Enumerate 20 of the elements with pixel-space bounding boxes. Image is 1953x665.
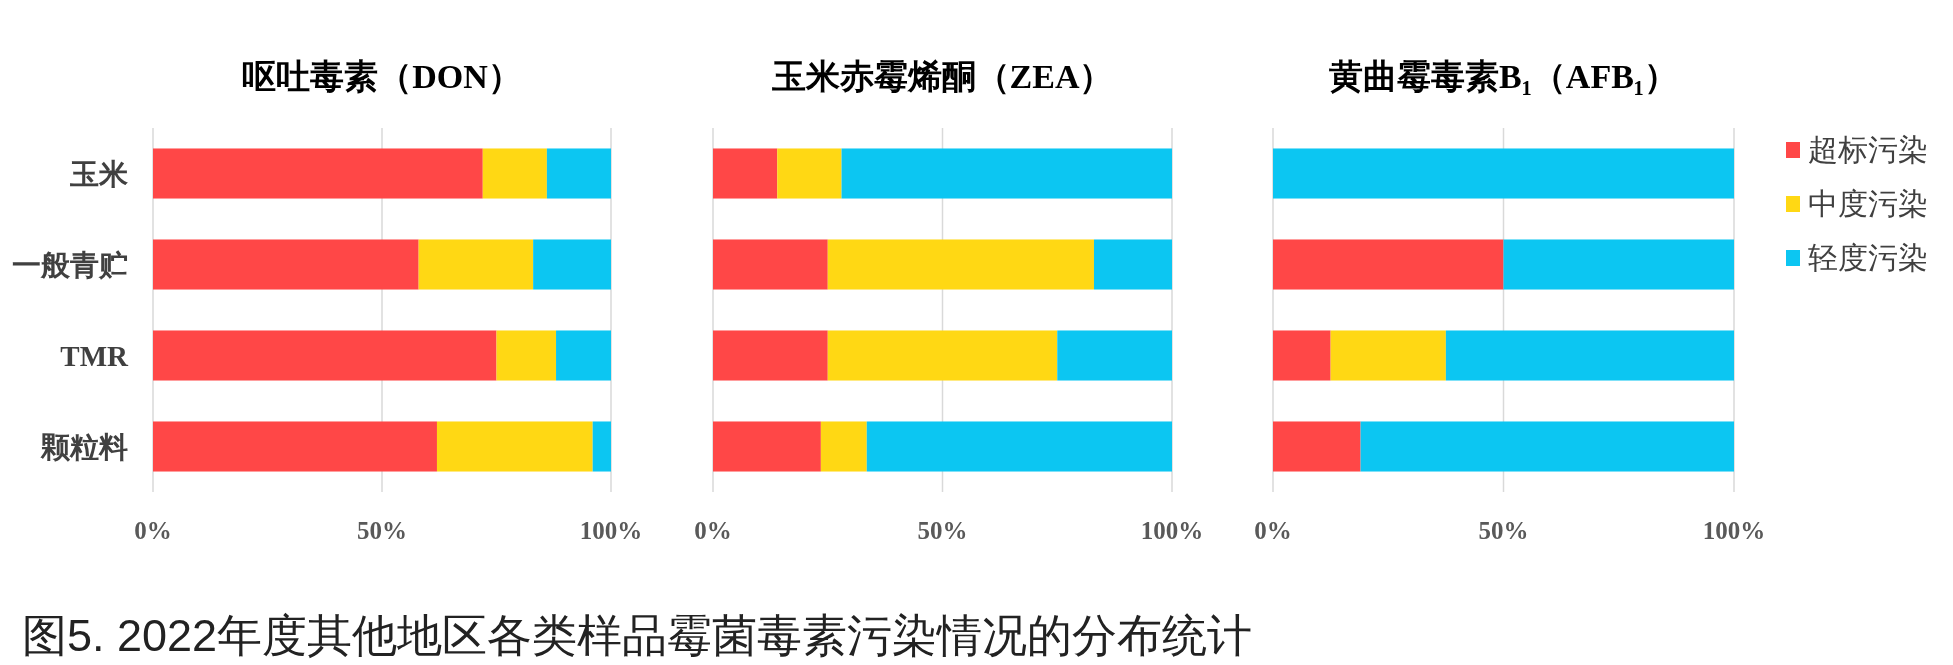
x-tick-label: 0% (694, 517, 732, 544)
x-tick-label: 50% (917, 517, 968, 544)
chart-title: 呕吐毒素（DON） (242, 58, 522, 95)
y-tick-label: TMR (60, 339, 130, 372)
y-tick-label: 颗粒料 (40, 430, 128, 463)
x-tick-label: 0% (1254, 517, 1292, 544)
y-tick-label: 一般青贮 (12, 248, 128, 281)
y-tick-label: 玉米 (69, 157, 128, 190)
legend-label: 超标污染 (1808, 133, 1928, 166)
caption: 图5. 2022年度其他地区各类样品霉菌毒素污染情况的分布统计 (22, 610, 1253, 661)
legend-label: 中度污染 (1808, 187, 1928, 220)
chart-title: 玉米赤霉烯酮（ZEA） (770, 58, 1114, 95)
legend-label: 轻度污染 (1808, 241, 1928, 274)
x-tick-label: 50% (357, 517, 407, 544)
x-tick-label: 0% (134, 517, 172, 544)
x-tick-label: 50% (1478, 517, 1529, 544)
x-tick-label: 100% (579, 517, 643, 544)
chart-title: 黄曲霉毒素B₁（AFB₁） (1328, 58, 1679, 95)
x-tick-label: 100% (1140, 517, 1204, 544)
x-tick-label: 100% (1702, 517, 1766, 544)
